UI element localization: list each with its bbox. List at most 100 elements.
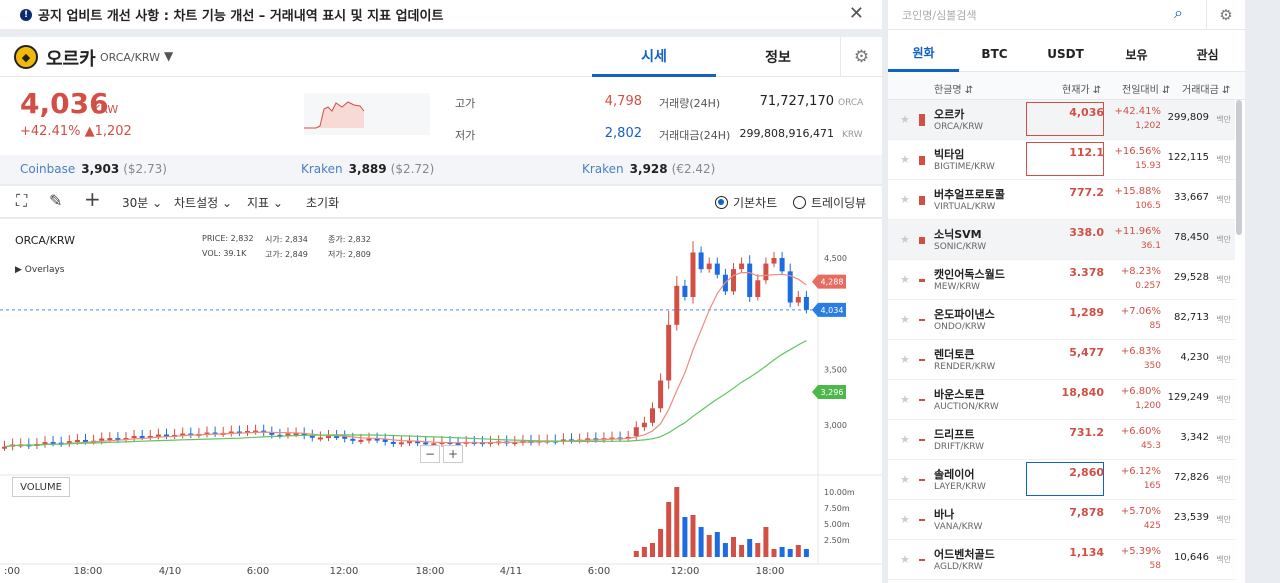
star-icon[interactable]: ★: [900, 393, 910, 406]
market-row[interactable]: ★ 렌더토큰 RENDER/KRW 5,477 +6.83% 350 4,230 백만: [888, 340, 1235, 380]
coin-name[interactable]: 어드벤처골드: [934, 548, 995, 561]
market-row[interactable]: ★ 소닉SVM SONIC/KRW 338.0 +11.96% 36.1 78,450 백만: [888, 220, 1235, 260]
tab-krw[interactable]: 원화: [888, 36, 959, 72]
volume-unit: 백만: [1216, 475, 1231, 484]
search-input[interactable]: 코인명/심볼검색: [902, 9, 977, 22]
star-icon[interactable]: ★: [900, 313, 910, 326]
ohlc-price: PRICE: 2,832: [202, 234, 254, 243]
star-icon[interactable]: ★: [900, 153, 910, 166]
coin-name[interactable]: 드리프트: [934, 428, 975, 441]
ext-price-kraken-usd[interactable]: Kraken 3,889 ($2.72): [301, 162, 435, 176]
ma-short-badge: [812, 274, 846, 289]
reset-button[interactable]: 초기화: [306, 196, 340, 210]
candle: [180, 433, 186, 436]
star-icon[interactable]: ★: [900, 433, 910, 446]
market-row[interactable]: ★ 솔레이어 LAYER/KRW 2,860 +6.12% 165 72,826 백만: [888, 460, 1235, 500]
star-icon[interactable]: ★: [900, 353, 910, 366]
volume-tick-label: 2.50m: [824, 536, 850, 545]
header-change[interactable]: 전일대비 ⇵: [1122, 85, 1171, 96]
ma-short-badge-text: 4,288: [821, 278, 844, 287]
market-row[interactable]: ★ 바나 VANA/KRW 7,878 +5.70% 425 23,539 백만: [888, 500, 1235, 540]
volume-tick-label: 5.00m: [824, 520, 850, 529]
tab-btc[interactable]: BTC: [981, 47, 1008, 61]
coin-name[interactable]: 바나: [934, 508, 955, 521]
star-icon[interactable]: ★: [900, 233, 910, 246]
fullscreen-icon[interactable]: ⛶: [16, 191, 28, 210]
star-icon[interactable]: ★: [900, 193, 910, 206]
tab-favorites[interactable]: 관심: [1196, 47, 1219, 62]
market-row[interactable]: ★ 온도파이낸스 ONDO/KRW 1,289 +7.06% 85 82,713 백만: [888, 300, 1235, 340]
candle: [164, 434, 169, 437]
market-row[interactable]: ★ 오르카 ORCA/KRW 4,036 +42.41% 1,202 299,809 백만: [888, 100, 1235, 140]
coin-price: 1,289: [1069, 306, 1104, 319]
coin-change-pct: +6.12%: [1120, 466, 1161, 477]
market-row[interactable]: ★ 드리프트 DRIFT/KRW 731.2 +6.60% 45.3 3,342 백만: [888, 420, 1235, 460]
basic-chart-radio[interactable]: 기본차트: [715, 194, 777, 211]
coin-volume: 82,713: [1174, 312, 1209, 323]
star-icon[interactable]: ★: [900, 113, 910, 126]
price-chart[interactable]: 4,500 3,500 3,000 10.00m 7.50m 5.00m 2.50m:00 1…: [0, 219, 882, 583]
coin-name[interactable]: 빅타임: [934, 148, 965, 161]
market-row[interactable]: ★ 빅타임 BIGTIME/KRW 112.1 +16.56% 15.93 122,115 백…: [888, 140, 1235, 180]
chevron-down-icon[interactable]: ▼: [164, 49, 174, 63]
star-icon[interactable]: ★: [900, 513, 910, 526]
candle: [739, 263, 745, 270]
zoom-out-button[interactable]: −: [420, 445, 440, 463]
gear-icon[interactable]: ⚙: [840, 37, 882, 77]
tab-usdt[interactable]: USDT: [1047, 47, 1084, 61]
coin-price: 4,036: [1069, 106, 1104, 119]
candle: [317, 437, 323, 440]
volume-value: 71,727,170: [759, 94, 834, 109]
coin-name[interactable]: 바운스토큰: [934, 388, 985, 401]
star-icon[interactable]: ★: [900, 473, 910, 486]
coin-name[interactable]: 솔레이어: [934, 468, 975, 481]
indicators-button[interactable]: 지표 ⌄: [247, 196, 283, 210]
price-badge: [812, 302, 846, 317]
pencil-icon[interactable]: ✎: [49, 191, 63, 210]
page-gutter: [1245, 0, 1280, 583]
header-name[interactable]: 한글명 ⇵: [934, 85, 974, 96]
volume-label[interactable]: VOLUME: [12, 477, 70, 497]
candle: [455, 442, 461, 445]
tab-holdings[interactable]: 보유: [1125, 47, 1148, 62]
volume-bar: [771, 549, 777, 557]
coin-name[interactable]: 온도파이낸스: [934, 308, 995, 321]
tab-quote[interactable]: 시세: [592, 37, 716, 77]
market-row[interactable]: ★ 캣인어독스월드 MEW/KRW 3.378 +8.23% 0.257 29,528 백만: [888, 260, 1235, 300]
coin-name[interactable]: 버추얼프로토콜: [934, 188, 1005, 201]
tradingview-radio[interactable]: 트레이딩뷰: [793, 194, 866, 211]
star-icon[interactable]: ★: [900, 273, 910, 286]
coin-name[interactable]: 렌더토큰: [934, 348, 975, 361]
market-row[interactable]: ★ 버추얼프로토콜 VIRTUAL/KRW 777.2 +15.88% 106.5 33,6…: [888, 180, 1235, 220]
zoom-in-button[interactable]: +: [443, 445, 463, 463]
coin-name[interactable]: 오르카: [46, 49, 96, 70]
candle: [658, 380, 664, 409]
gear-icon[interactable]: ⚙: [1206, 0, 1245, 30]
crosshair-icon[interactable]: +: [84, 187, 101, 211]
scrollbar[interactable]: [1236, 100, 1242, 235]
close-icon[interactable]: ✕: [848, 3, 864, 24]
chart-settings-button[interactable]: 차트설정 ⌄: [174, 196, 233, 210]
header-price[interactable]: 현재가 ⇵: [1062, 85, 1102, 96]
ext-price-coinbase[interactable]: Coinbase 3,903 ($2.73): [20, 162, 167, 176]
coin-name[interactable]: 캣인어독스월드: [934, 268, 1005, 281]
coin-name[interactable]: 소닉SVM: [934, 228, 982, 241]
coin-pair[interactable]: ORCA/KRW: [100, 51, 160, 64]
search-icon[interactable]: ⌕: [1174, 3, 1183, 22]
coin-search[interactable]: 코인명/심볼검색 ⌕ ⚙: [888, 0, 1245, 30]
volume-label: 거래량(24H): [659, 97, 721, 110]
market-row[interactable]: ★ 어드벤처골드 AGLD/KRW 1,134 +5.39% 58 10,646 백만: [888, 540, 1235, 580]
ext-price-kraken-eur[interactable]: Kraken 3,928 (€2.42): [582, 162, 716, 176]
interval-select[interactable]: 30분 ⌄: [122, 196, 163, 210]
market-row[interactable]: ★ 바운스토큰 AUCTION/KRW 18,840 +6.80% 1,200 129,24…: [888, 380, 1235, 420]
notice-bar[interactable]: ! 공지 업비트 개선 사항 : 차트 기능 개선 – 거래내역 표시 및 지표…: [0, 0, 882, 29]
overlays-toggle[interactable]: ▶ Overlays: [15, 265, 65, 275]
header-volume[interactable]: 거래대금 ⇵: [1182, 85, 1231, 96]
coin-name[interactable]: 오르카: [934, 108, 965, 121]
coin-change-pct: +42.41%: [1114, 106, 1161, 117]
market-tabs: 원화 BTC USDT 보유 관심: [888, 36, 1245, 72]
mini-chart: [304, 93, 430, 135]
ma-long-line: [4, 340, 807, 448]
tab-info[interactable]: 정보: [765, 50, 791, 66]
star-icon[interactable]: ★: [900, 553, 910, 566]
